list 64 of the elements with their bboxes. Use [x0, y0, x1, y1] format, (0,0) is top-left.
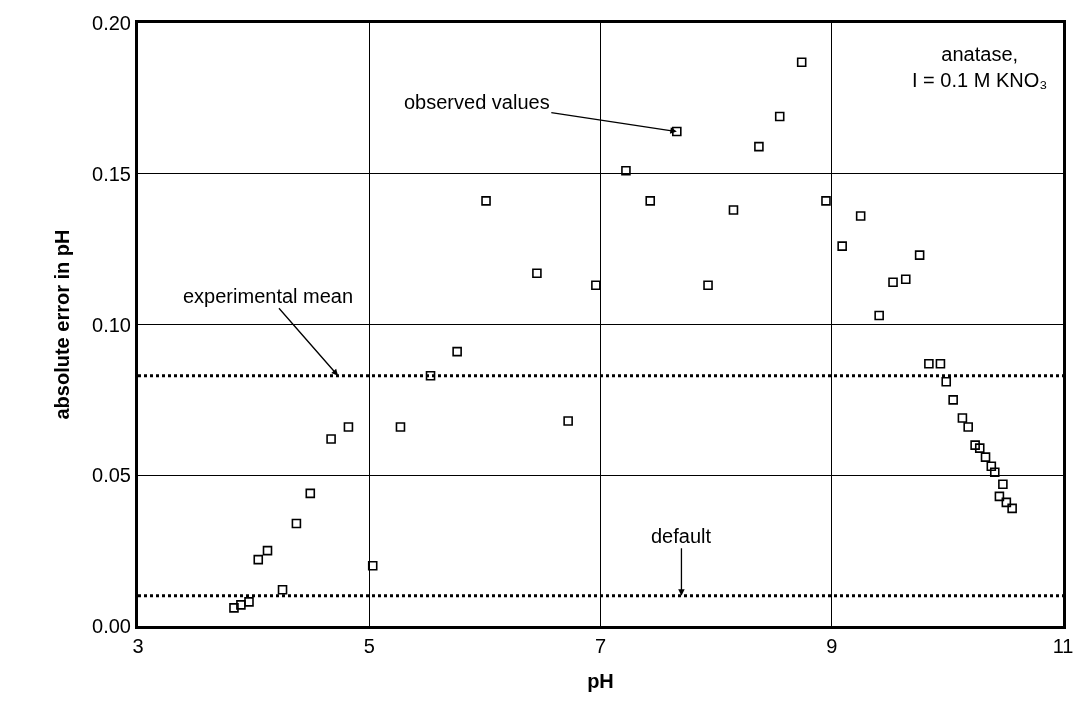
- point: [980, 452, 991, 462]
- y-tick-label: 0.20: [92, 12, 131, 34]
- point: [672, 126, 682, 137]
- point: [1001, 497, 1012, 508]
- point: [395, 422, 406, 432]
- point: [253, 554, 264, 565]
- y-axis-title: absolute error in pH: [50, 229, 73, 420]
- point: [837, 241, 847, 251]
- x-tick-label: 11: [1052, 635, 1074, 657]
- point: [621, 165, 631, 176]
- annotation: anatase, I = 0.1 M KNO₃: [912, 43, 1048, 91]
- y-tick-label: 0.10: [92, 313, 131, 336]
- point: [989, 467, 1000, 478]
- point: [367, 560, 378, 571]
- point: [563, 416, 573, 426]
- point: [452, 346, 462, 357]
- point: [277, 585, 288, 595]
- point: [343, 422, 354, 432]
- point: [291, 518, 302, 529]
- point: [974, 443, 985, 453]
- x-tick-label: 5: [363, 635, 375, 657]
- x-axis-title: pH: [587, 669, 614, 692]
- point: [591, 280, 601, 291]
- x-tick-label: 7: [594, 635, 607, 657]
- y-tick-label: 0.15: [92, 162, 131, 185]
- point: [821, 196, 831, 206]
- point: [774, 111, 785, 122]
- point: [244, 597, 254, 607]
- point: [645, 196, 656, 206]
- y-tick-label: 0.05: [92, 464, 131, 487]
- point: [326, 434, 336, 444]
- point: [796, 57, 807, 67]
- point: [900, 274, 911, 285]
- annotation: experimental mean: [183, 285, 354, 307]
- point: [425, 370, 436, 381]
- point: [986, 461, 997, 472]
- point: [914, 250, 925, 260]
- point: [305, 488, 316, 499]
- point: [874, 310, 884, 321]
- point: [994, 491, 1005, 502]
- point: [855, 211, 866, 221]
- point: [941, 376, 952, 387]
- point: [532, 268, 542, 279]
- annotation: default: [651, 525, 712, 547]
- point: [262, 545, 273, 556]
- point: [963, 422, 973, 432]
- point: [924, 358, 934, 369]
- point: [703, 280, 713, 291]
- point: [481, 196, 491, 206]
- point: [957, 413, 968, 423]
- annotation: observed values: [404, 91, 550, 113]
- point: [236, 600, 246, 610]
- x-tick-label: 9: [826, 635, 838, 657]
- point: [948, 395, 958, 405]
- point: [229, 603, 239, 613]
- point: [754, 141, 764, 152]
- x-tick-label: 3: [132, 635, 144, 657]
- point: [970, 440, 980, 450]
- point: [935, 358, 946, 369]
- point: [1007, 503, 1017, 514]
- point: [728, 205, 739, 215]
- y-tick-label: 0.00: [92, 615, 131, 637]
- point: [998, 479, 1008, 490]
- point: [888, 277, 898, 288]
